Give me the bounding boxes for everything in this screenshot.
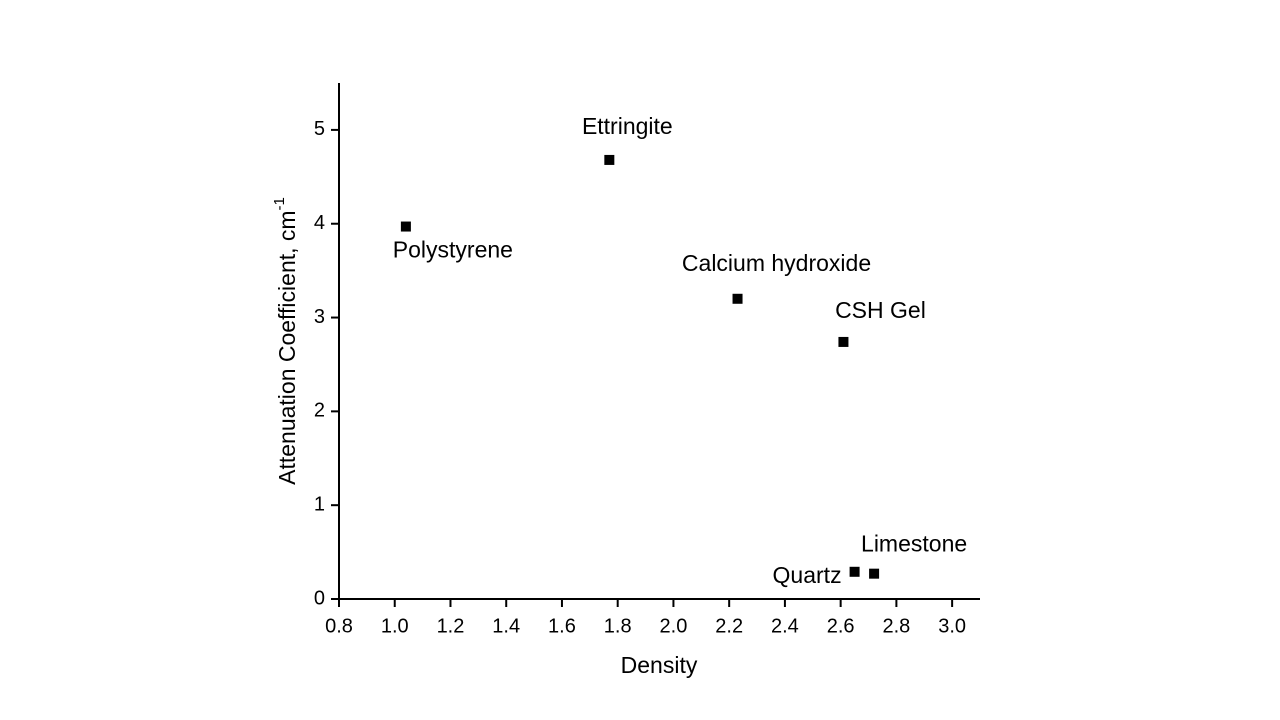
point <box>604 154 615 165</box>
x-tick-label: 2.2 <box>715 615 743 637</box>
x-axis-label: Density <box>621 652 698 678</box>
y-tick-label: 0 <box>314 587 325 609</box>
x-tick-label: 1.6 <box>548 615 576 637</box>
x-tick-label: 0.8 <box>325 615 353 637</box>
x-tick-label: 1.0 <box>381 615 409 637</box>
point <box>869 568 880 579</box>
point <box>849 566 860 577</box>
y-tick-label: 2 <box>314 400 325 422</box>
x-tick-label: 1.8 <box>604 615 632 637</box>
point <box>400 221 411 232</box>
y-tick-label: 3 <box>314 306 325 328</box>
point-label: Calcium hydroxide <box>682 250 871 276</box>
y-axis-label-text: Attenuation Coefficient, cm <box>274 210 300 484</box>
y-tick-label: 5 <box>314 118 325 140</box>
y-tick-label: 1 <box>314 493 325 515</box>
point-label: Limestone <box>861 531 967 557</box>
x-tick-label: 1.4 <box>492 615 520 637</box>
x-tick-label: 2.0 <box>660 615 688 637</box>
point-label: Quartz <box>773 562 842 588</box>
point <box>732 293 743 304</box>
x-tick-label: 2.6 <box>827 615 855 637</box>
x-tick-label: 3.0 <box>938 615 966 637</box>
x-tick-label: 1.2 <box>437 615 465 637</box>
point <box>838 336 849 347</box>
y-axis-label: Attenuation Coefficient, cm-1 <box>271 197 300 485</box>
x-tick-label: 2.8 <box>882 615 910 637</box>
y-axis-label-superscript: -1 <box>271 197 288 210</box>
point-label: CSH Gel <box>835 297 926 323</box>
point-label: Polystyrene <box>393 237 513 263</box>
y-tick-label: 4 <box>314 212 325 234</box>
point-label: Ettringite <box>582 113 673 139</box>
x-tick-label: 2.4 <box>771 615 799 637</box>
